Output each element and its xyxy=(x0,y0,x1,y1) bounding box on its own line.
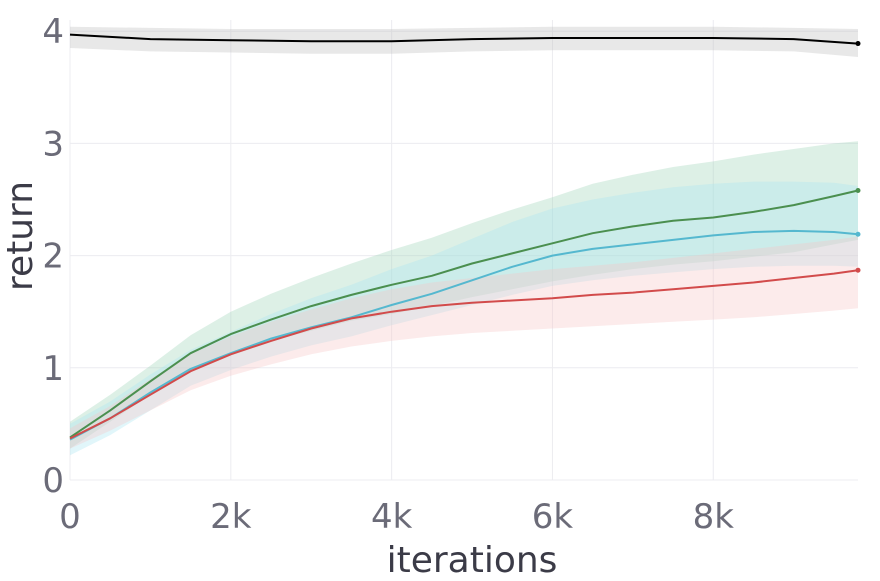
gridlines xyxy=(69,20,858,481)
y-tick-label-1: 1 xyxy=(42,349,64,389)
series-2-line xyxy=(69,229,859,441)
series-0-end-point xyxy=(855,41,861,47)
y-tick-label-0: 0 xyxy=(42,461,64,501)
x-tick-label-3: 6k xyxy=(532,497,574,537)
series-2-end-point xyxy=(855,231,861,237)
series-1-end-point xyxy=(855,188,861,194)
y-axis-ticks: 0 1 2 3 4 xyxy=(42,12,64,501)
x-tick-label-0: 0 xyxy=(59,497,81,537)
y-axis-title: return xyxy=(0,181,41,291)
series-end-markers xyxy=(855,41,861,273)
x-tick-label-1: 2k xyxy=(210,497,252,537)
x-tick-label-2: 4k xyxy=(371,497,413,537)
series-2-band xyxy=(70,181,858,456)
series-0-line xyxy=(69,33,859,45)
series-lines xyxy=(69,33,859,441)
y-tick-label-4: 4 xyxy=(42,12,64,52)
series-3-end-point xyxy=(855,267,861,273)
series-0-band xyxy=(70,26,858,57)
x-axis-ticks: 0 2k 4k 6k 8k xyxy=(59,497,734,537)
x-axis-title: iterations xyxy=(387,540,558,581)
series-1-line xyxy=(69,189,859,439)
confidence-bands xyxy=(70,26,858,456)
series-1-band xyxy=(70,141,858,449)
x-tick-label-4: 8k xyxy=(693,497,735,537)
series-3-line xyxy=(69,269,859,440)
y-tick-label-2: 2 xyxy=(42,237,64,277)
y-tick-label-3: 3 xyxy=(42,124,64,164)
